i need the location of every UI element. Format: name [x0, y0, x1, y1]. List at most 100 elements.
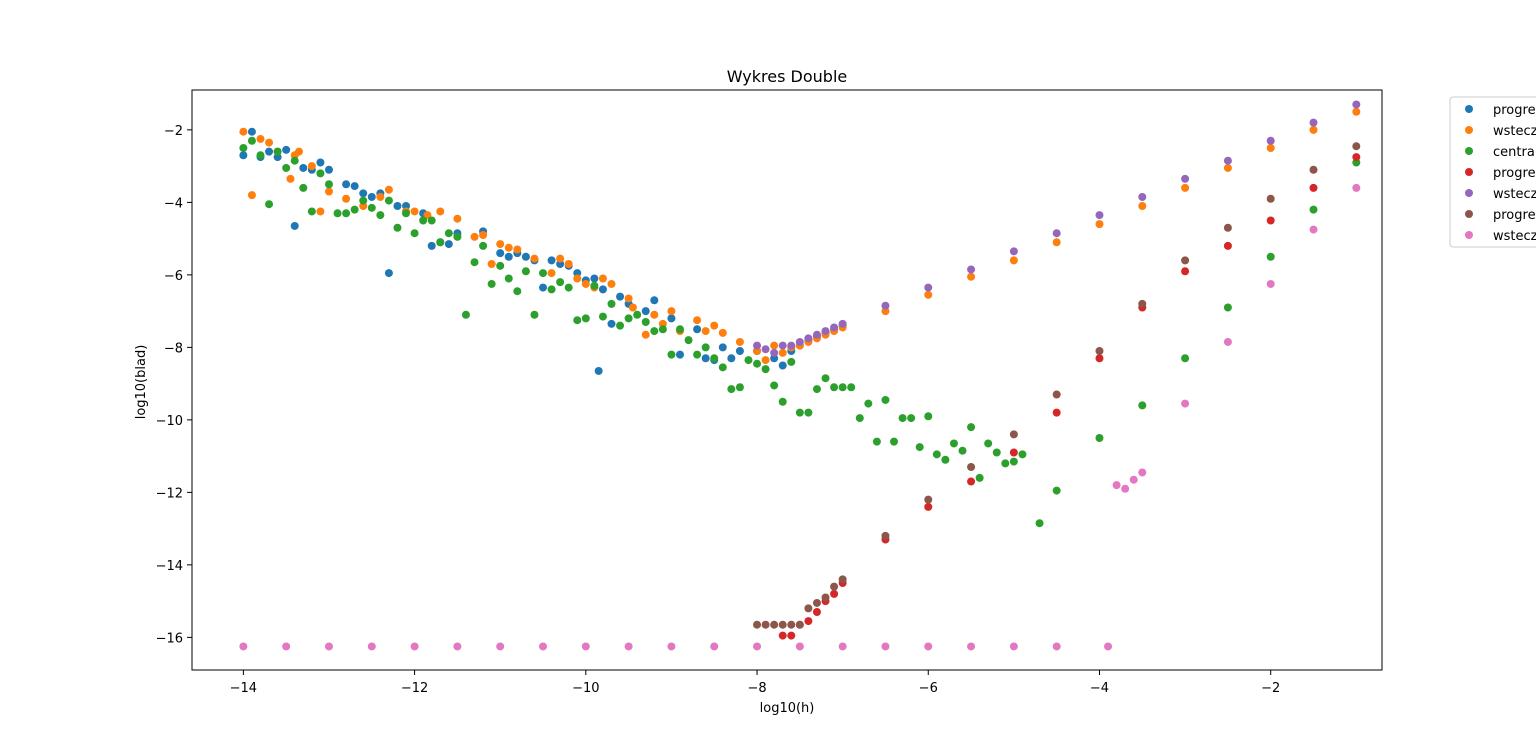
data-point [564, 283, 573, 292]
data-point [641, 307, 650, 316]
data-point [890, 437, 899, 446]
data-point [1138, 202, 1147, 210]
data-point [1309, 205, 1318, 214]
data-point [1121, 484, 1130, 493]
data-point [479, 241, 488, 250]
data-point [667, 642, 676, 651]
data-point [1266, 144, 1275, 152]
x-tick-label: −12 [401, 681, 428, 696]
data-point [282, 163, 291, 172]
data-point [718, 343, 727, 352]
y-axis: −2 −4 −6 −8 −10 −12 −14 −16 [156, 124, 192, 646]
y-tick-label: −8 [164, 341, 183, 356]
data-point [795, 642, 804, 651]
series-4 [778, 153, 1361, 640]
data-point [384, 269, 393, 278]
y-tick-label: −12 [156, 486, 183, 501]
data-point [881, 301, 890, 310]
data-point [778, 620, 787, 629]
data-point [590, 281, 599, 290]
data-point [967, 463, 976, 471]
data-point [1009, 457, 1018, 466]
data-point [384, 185, 393, 194]
data-point [1352, 100, 1361, 109]
data-point [247, 127, 256, 136]
data-point [1095, 434, 1104, 442]
y-axis-label: log10(blad) [134, 345, 149, 420]
data-point [735, 337, 744, 346]
data-point [504, 252, 513, 261]
data-point [419, 216, 428, 225]
data-point [830, 383, 839, 392]
data-point [753, 642, 762, 651]
series-7 [239, 183, 1361, 651]
data-point [436, 207, 445, 216]
data-point [898, 414, 907, 423]
data-point [770, 341, 779, 350]
data-point [539, 269, 548, 278]
data-point [504, 243, 513, 252]
data-point [1009, 430, 1018, 439]
data-point [795, 408, 804, 417]
data-point [1223, 337, 1232, 346]
data-point [581, 279, 590, 288]
x-axis-label: log10(h) [760, 701, 815, 716]
data-point [967, 642, 976, 651]
data-point [795, 337, 804, 346]
data-point [804, 604, 813, 613]
data-point [830, 582, 839, 591]
data-point [650, 296, 659, 305]
data-point [753, 341, 762, 350]
data-point [967, 423, 976, 432]
data-point [701, 354, 710, 363]
data-point [295, 147, 304, 156]
data-point [924, 642, 933, 651]
data-point [787, 631, 796, 640]
data-point [821, 327, 830, 336]
data-point [470, 258, 479, 267]
data-point [924, 502, 933, 511]
data-point [650, 310, 659, 319]
data-point [753, 620, 762, 629]
data-point [239, 151, 248, 160]
data-point [1181, 399, 1190, 408]
data-point [761, 345, 770, 354]
data-point [453, 214, 462, 223]
data-point [376, 211, 385, 220]
data-point [324, 180, 333, 189]
data-point [718, 363, 727, 372]
legend-marker [1465, 231, 1473, 239]
data-point [333, 209, 342, 218]
data-point [453, 642, 462, 651]
data-point [641, 330, 650, 339]
data-point [881, 395, 890, 404]
data-point [342, 180, 351, 189]
data-point [539, 642, 548, 651]
data-point [444, 229, 453, 238]
data-point [735, 383, 744, 392]
data-point [1181, 256, 1190, 265]
legend-marker [1465, 126, 1473, 134]
data-point [547, 285, 556, 294]
data-point [598, 312, 607, 321]
data-point [436, 238, 445, 247]
legend-label: wstecz [1493, 229, 1536, 244]
data-point [299, 183, 308, 192]
data-point [530, 254, 539, 263]
data-point [1266, 194, 1275, 203]
data-point [650, 327, 659, 336]
data-point [932, 450, 941, 459]
data-point [628, 303, 637, 312]
data-point [290, 221, 299, 230]
data-point [316, 207, 325, 216]
legend-marker [1465, 105, 1473, 113]
data-point [787, 620, 796, 629]
data-point [286, 174, 295, 183]
data-point [812, 598, 821, 607]
data-point [924, 412, 933, 421]
data-point [573, 316, 582, 325]
legend: progre wstecz centra progre wstecz progre wste… [1449, 96, 1536, 248]
series-3 [239, 136, 1361, 528]
data-point [556, 254, 565, 263]
data-point [1223, 156, 1232, 165]
